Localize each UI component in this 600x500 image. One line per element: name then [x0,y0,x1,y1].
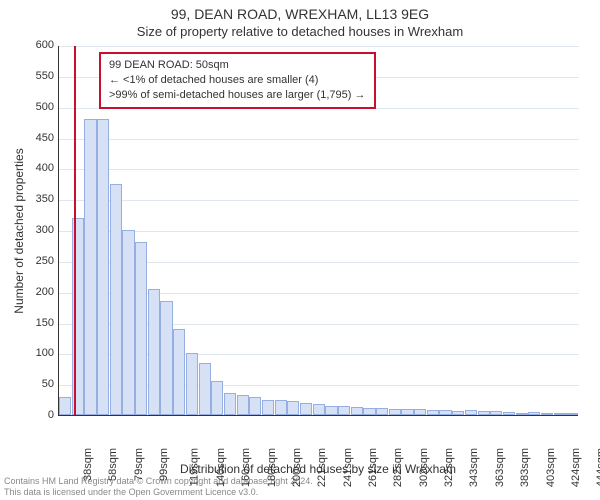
histogram-bar [313,404,325,415]
histogram-bar [351,407,363,415]
histogram-bar [186,353,198,415]
xtick-label: 261sqm [367,448,379,487]
xtick-label: 424sqm [570,448,582,487]
xtick-label: 241sqm [342,448,354,487]
xtick-label: 140sqm [215,448,227,487]
gridline [59,46,579,47]
xtick-label: 58sqm [107,448,119,481]
annotation-box: 99 DEAN ROAD: 50sqm← <1% of detached hou… [99,52,376,109]
ytick-label: 550 [14,70,54,82]
xtick-label: 160sqm [240,448,252,487]
xtick-label: 79sqm [133,448,145,481]
histogram-bar [84,119,96,415]
histogram-bar [262,400,274,415]
xtick-label: 383sqm [519,448,531,487]
histogram-bar [148,289,160,415]
histogram-bar [135,242,147,415]
histogram-bar [363,408,375,415]
histogram-bar [566,413,578,415]
ytick-label: 50 [14,378,54,390]
xtick-label: 99sqm [158,448,170,481]
xtick-label: 119sqm [189,448,201,486]
ytick-label: 100 [14,347,54,359]
histogram-bar [160,301,172,415]
xtick-label: 444sqm [595,448,600,487]
histogram-bar [376,408,388,415]
ytick-label: 400 [14,162,54,174]
histogram-bar [452,411,464,415]
histogram-bar [110,184,122,415]
xtick-label: 180sqm [266,448,278,487]
histogram-bar [249,397,261,416]
histogram-bar [516,413,528,415]
histogram-bar [224,393,236,415]
histogram-bar [59,397,71,416]
histogram-bar [389,409,401,415]
histogram-bar [211,381,223,415]
xtick-label: 221sqm [316,448,328,487]
histogram-bar [199,363,211,415]
annotation-line: 99 DEAN ROAD: 50sqm [109,58,366,73]
histogram-bar [237,395,249,415]
histogram-bar [478,411,490,415]
histogram-bar [427,410,439,415]
histogram-bar [554,413,566,415]
histogram-bar [465,410,477,415]
gridline [59,169,579,170]
histogram-bar [122,230,134,415]
chart-sub-title: Size of property relative to detached ho… [0,24,600,39]
ytick-label: 250 [14,255,54,267]
histogram-bar [275,400,287,415]
xtick-label: 343sqm [469,448,481,487]
ytick-label: 300 [14,224,54,236]
ytick-label: 0 [14,409,54,421]
histogram-bar [338,406,350,415]
histogram-bar [414,409,426,415]
xtick-label: 200sqm [291,448,303,487]
gridline [59,231,579,232]
histogram-bar [173,329,185,415]
gridline [59,139,579,140]
xtick-label: 38sqm [82,448,94,481]
histogram-bar [287,401,299,415]
xtick-label: 302sqm [418,448,430,487]
histogram-bar [490,411,502,415]
ytick-label: 200 [14,286,54,298]
xtick-label: 403sqm [545,448,557,487]
chart-main-title: 99, DEAN ROAD, WREXHAM, LL13 9EG [0,6,600,22]
histogram-bar [325,406,337,415]
xtick-label: 282sqm [393,448,405,487]
ytick-label: 600 [14,39,54,51]
histogram-bar [300,403,312,415]
gridline [59,200,579,201]
plot-area: 99 DEAN ROAD: 50sqm← <1% of detached hou… [58,46,578,416]
annotation-line: ← <1% of detached houses are smaller (4) [109,73,366,88]
histogram-bar [97,119,109,415]
ytick-label: 500 [14,101,54,113]
reference-line [74,46,76,415]
xtick-label: 363sqm [494,448,506,487]
histogram-bar [401,409,413,415]
annotation-line: >99% of semi-detached houses are larger … [109,88,366,103]
histogram-bar [503,412,515,415]
figure: 99, DEAN ROAD, WREXHAM, LL13 9EG Size of… [0,0,600,500]
ytick-label: 150 [14,317,54,329]
histogram-bar [528,412,540,415]
histogram-bar [541,413,553,415]
xtick-label: 322sqm [443,448,455,487]
footer-line-2: This data is licensed under the Open Gov… [4,487,313,498]
ytick-label: 350 [14,193,54,205]
histogram-bar [439,410,451,415]
ytick-label: 450 [14,132,54,144]
